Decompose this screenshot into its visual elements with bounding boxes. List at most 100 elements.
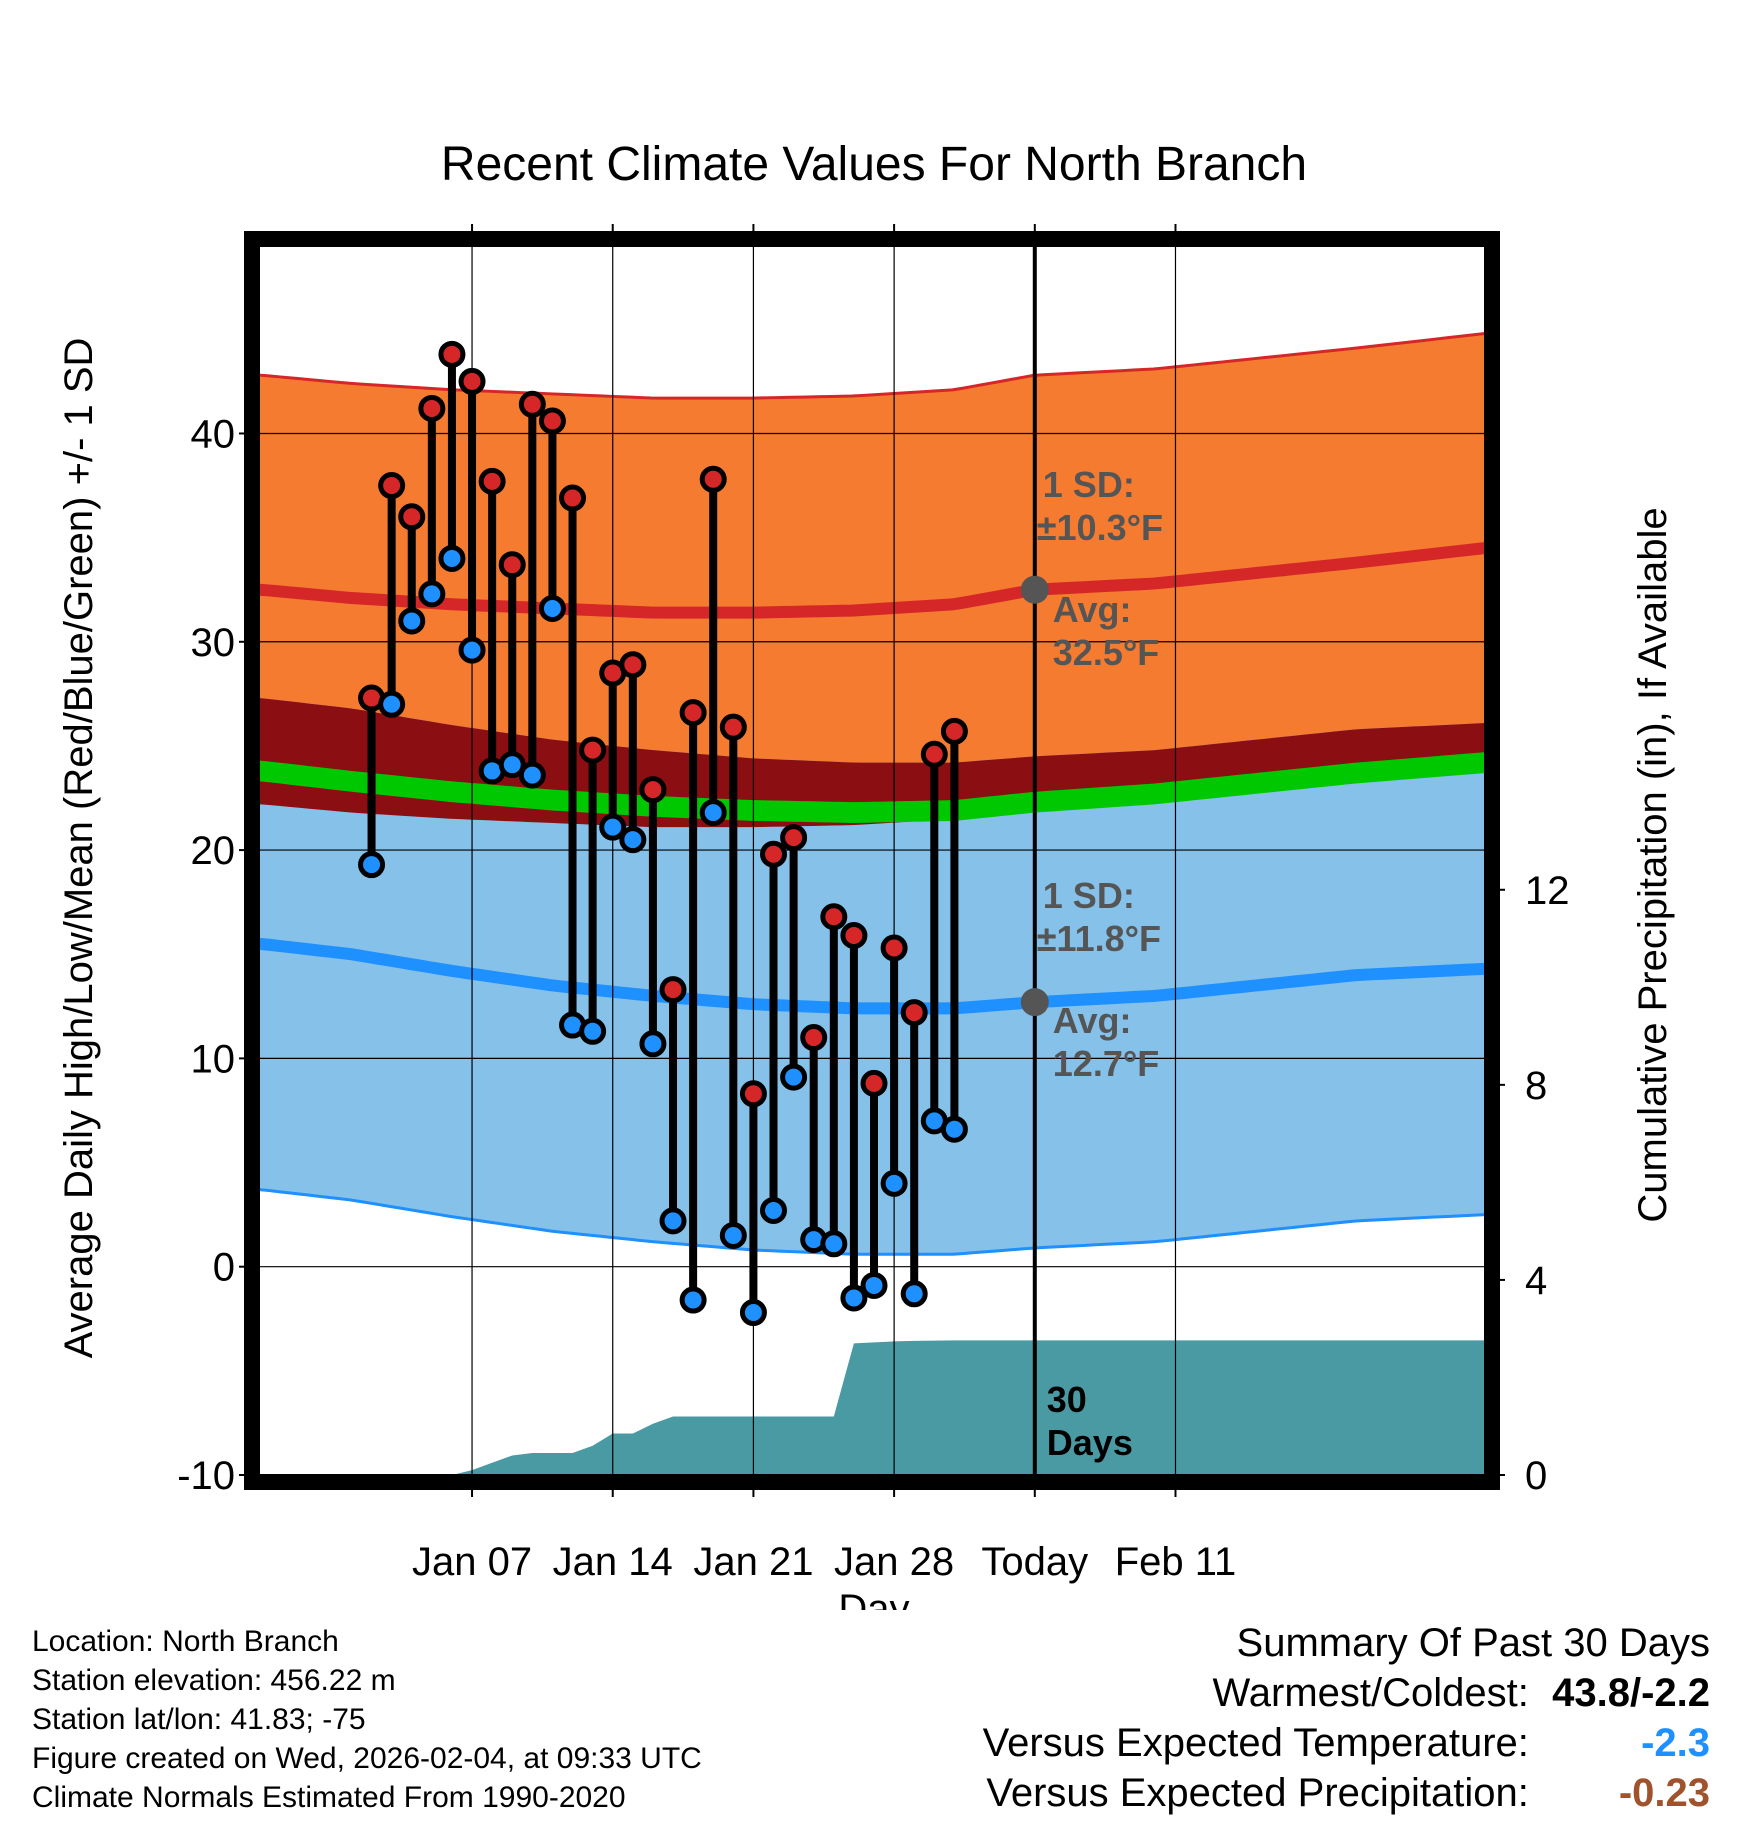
summary-temp-row: Versus Expected Temperature: -2.3 <box>983 1718 1710 1768</box>
low-temp-point <box>579 1017 607 1045</box>
y-axis-label: Average Daily High/Low/Mean (Red/Blue/Gr… <box>57 338 101 1359</box>
high-temp-point <box>800 1024 828 1052</box>
low-temp-point <box>498 751 526 779</box>
high-average-line <box>259 542 1485 619</box>
high-temp-point <box>559 484 587 512</box>
low-temp-point <box>358 851 386 879</box>
mean-band <box>259 752 1485 823</box>
low-temp-point <box>438 544 466 572</box>
high-avg-value: 32.5°F <box>1053 632 1159 673</box>
low-temp-point <box>840 1284 868 1312</box>
low-average-line <box>259 937 1485 1015</box>
plot-frame <box>244 231 1500 1490</box>
y2-tick-label: 4 <box>1525 1259 1547 1303</box>
high-temp-point <box>659 976 687 1004</box>
low-temp-point <box>398 607 426 635</box>
low-avg-label: Avg: <box>1053 1000 1132 1041</box>
summary-panel: Summary Of Past 30 Days Warmest/Coldest:… <box>983 1618 1710 1818</box>
low-temp-point <box>639 1030 667 1058</box>
low-temp-point <box>599 813 627 841</box>
created-text: Figure created on Wed, 2026-02-04, at 09… <box>32 1742 702 1775</box>
normals-text: Climate Normals Estimated From 1990-2020 <box>32 1781 626 1814</box>
chart-title: Recent Climate Values For North Branch <box>441 138 1307 191</box>
low-temp-point <box>679 1286 707 1314</box>
high-temp-point <box>880 934 908 962</box>
high-temp-point <box>840 921 868 949</box>
high-temp-point <box>820 903 848 931</box>
station-info: Location: North Branch Station elevation… <box>32 1622 702 1817</box>
y2-tick-label: 0 <box>1525 1454 1547 1498</box>
y2-axis-label: Cumulative Precipitation (in), If Availa… <box>1631 507 1675 1222</box>
low-temp-point <box>458 636 486 664</box>
low-temp-point <box>538 594 566 622</box>
high-temp-point <box>518 390 546 418</box>
high-temp-point <box>760 840 788 868</box>
high-temp-point <box>679 699 707 727</box>
low-temp-point <box>699 799 727 827</box>
low-temp-point <box>518 761 546 789</box>
high-avg-label: Avg: <box>1053 589 1132 630</box>
low-temp-point <box>880 1169 908 1197</box>
low-avg-value: 12.7°F <box>1053 1043 1159 1084</box>
high-temp-point <box>900 999 928 1027</box>
latlon-text: Station lat/lon: 41.83; -75 <box>32 1703 366 1736</box>
high-temp-point <box>699 465 727 493</box>
high-temp-point <box>639 776 667 804</box>
high-temp-point <box>920 740 948 768</box>
y-tick-label: 30 <box>191 621 236 665</box>
high-temp-point <box>478 467 506 495</box>
precipitation-area <box>261 1340 1485 1475</box>
summary-precip-row: Versus Expected Precipitation: -0.23 <box>983 1768 1710 1818</box>
low-sd-label: 1 SD: <box>1043 875 1135 916</box>
temp-label: Versus Expected Temperature: <box>982 1721 1529 1765</box>
precip-value: -0.23 <box>1618 1771 1710 1815</box>
summary-warmest-row: Warmest/Coldest: 43.8/-2.2 <box>983 1668 1711 1718</box>
warmest-label: Warmest/Coldest: <box>1212 1671 1529 1715</box>
high-temp-point <box>780 824 808 852</box>
low-temp-point <box>719 1221 747 1249</box>
low-sd-band <box>259 698 1485 1255</box>
low-temp-point <box>820 1230 848 1258</box>
y-tick-label: -10 <box>177 1454 235 1498</box>
high-temp-point <box>418 394 446 422</box>
high-temp-point <box>579 736 607 764</box>
precip-label: Versus Expected Precipitation: <box>986 1771 1529 1815</box>
y2-tick-label: 12 <box>1525 869 1570 913</box>
high-temp-point <box>940 717 968 745</box>
y-tick-label: 40 <box>191 412 236 456</box>
y-tick-label: 0 <box>213 1246 235 1290</box>
high-temp-point <box>860 1069 888 1097</box>
x-axis-label: Day <box>838 1587 909 1610</box>
y-tick-label: 20 <box>191 829 236 873</box>
x-tick-label: Jan 21 <box>693 1540 813 1584</box>
high-temp-point <box>378 472 406 500</box>
low-temp-point <box>860 1271 888 1299</box>
x-tick-label: Jan 07 <box>412 1540 532 1584</box>
high-temp-point <box>538 407 566 435</box>
low-temp-point <box>739 1299 767 1327</box>
low-temp-point <box>940 1115 968 1143</box>
high-temp-point <box>619 651 647 679</box>
elevation-text: Station elevation: 456.22 m <box>32 1664 396 1697</box>
window-label-days: Days <box>1047 1422 1133 1463</box>
high-temp-point <box>438 340 466 368</box>
low-temp-point <box>659 1207 687 1235</box>
low-temp-point <box>900 1280 928 1308</box>
x-tick-label: Jan 28 <box>834 1540 954 1584</box>
today-high-avg-marker <box>1020 575 1049 604</box>
window-label-number: 30 <box>1047 1379 1087 1420</box>
high-temp-point <box>498 551 526 579</box>
x-tick-label: Today <box>981 1540 1088 1584</box>
warmest-value: 43.8/-2.2 <box>1552 1671 1710 1715</box>
low-temp-point <box>378 690 406 718</box>
location-text: Location: North Branch <box>32 1625 339 1658</box>
low-temp-point <box>760 1196 788 1224</box>
high-temp-point <box>458 367 486 395</box>
summary-title: Summary Of Past 30 Days <box>1236 1621 1710 1665</box>
low-temp-point <box>619 826 647 854</box>
axes: -10 0 10 20 30 40 0 4 8 12 Jan 07 Jan 14 Jan 21 Jan 2… <box>177 224 1570 1584</box>
high-sd-label: 1 SD: <box>1043 464 1135 505</box>
low-temp-point <box>418 580 446 608</box>
